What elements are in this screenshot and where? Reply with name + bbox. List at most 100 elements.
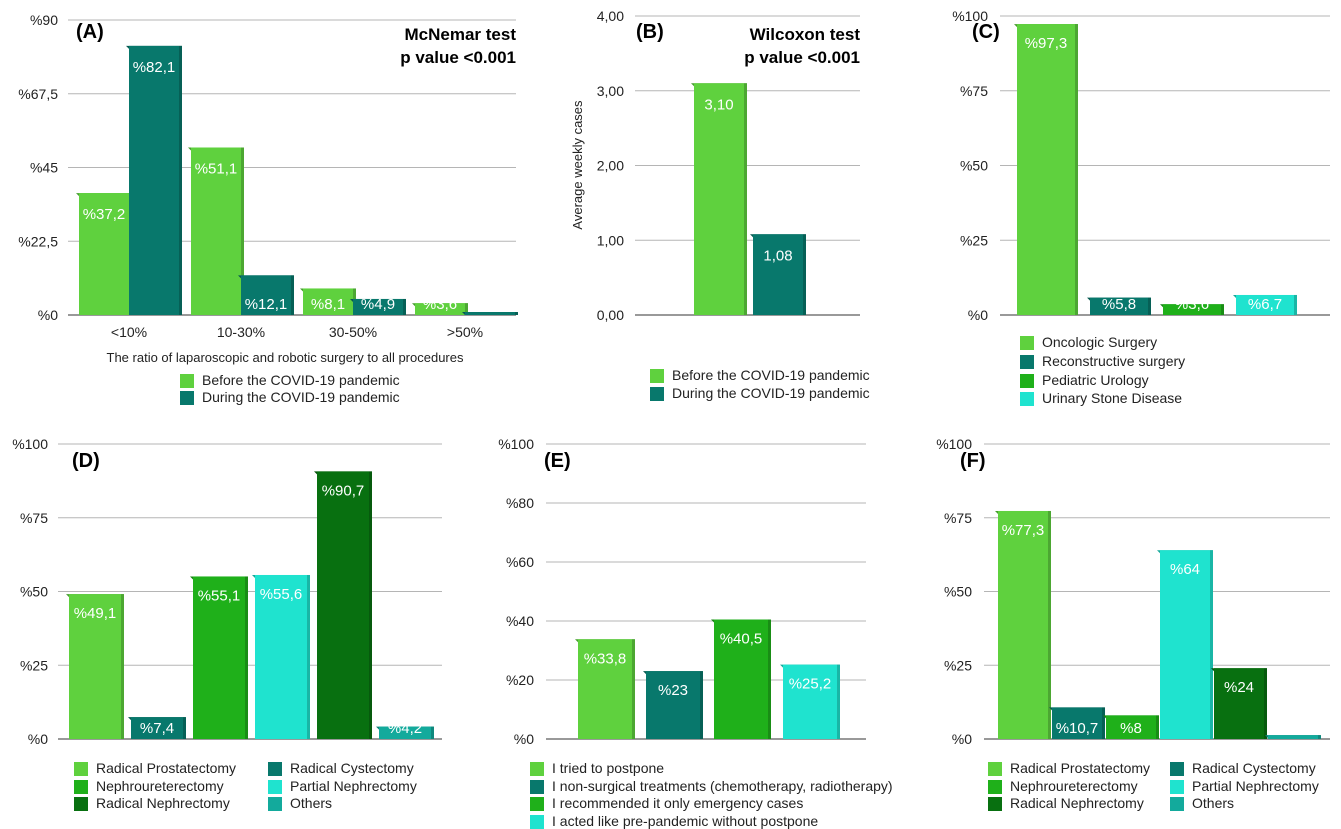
bar-C-3 <box>1236 294 1294 315</box>
legend-swatch-F-4 <box>988 797 1002 811</box>
legend-swatch-F-1 <box>1170 762 1184 776</box>
panel-C: %0 %25 %50 %75 %100(C) %97,3 %5,8 %3,6 %6,7 Oncol… <box>952 8 1330 406</box>
bar-C-0-side <box>1075 24 1078 316</box>
bar-E-1-side <box>700 671 703 739</box>
panel-D: %0 %25 %50 %75 %100 (D) %49,1 %7,4 %55,1 %55,6 %90… <box>12 436 442 811</box>
bar-E-3-side <box>837 664 840 739</box>
legend-swatch-E-0 <box>530 762 544 776</box>
bar-C-1 <box>1090 297 1148 315</box>
bar-D-3-label: %55,6 <box>260 586 303 603</box>
ytick-label-A-1: %22,5 <box>18 233 58 249</box>
ytick-label-C-0: %0 <box>968 307 988 323</box>
legend-swatch-E-1 <box>530 780 544 794</box>
bar-B-1-label: 1,08 <box>763 247 792 264</box>
legend-label-C-1: Reconstructive surgery <box>1042 353 1185 369</box>
stat-pvalue-B: p value <0.001 <box>744 48 860 67</box>
ytick-label-E-2: %40 <box>506 613 534 629</box>
bar-A-2-1-label: %4,9 <box>361 296 395 313</box>
bar-F-4 <box>1214 668 1264 739</box>
legend-label-C-2: Pediatric Urology <box>1042 372 1149 388</box>
ytick-label-D-2: %50 <box>20 584 48 600</box>
ytick-label-E-4: %80 <box>506 495 534 511</box>
bar-A-1-1 <box>241 275 291 315</box>
bar-D-4 <box>317 471 369 739</box>
bar-A-2-1 <box>353 298 403 315</box>
bar-F-1-label: %10,7 <box>1056 720 1099 737</box>
stat-test-A: McNemar test <box>405 25 517 44</box>
legend-label-E-0: I tried to postpone <box>552 760 664 776</box>
bar-E-3-label: %25,2 <box>789 676 832 693</box>
bar-E-3 <box>783 664 837 739</box>
ytick-label-D-1: %25 <box>20 657 48 673</box>
legend-swatch-D-3 <box>268 780 282 794</box>
legend-label-F-4: Radical Nephrectomy <box>1010 795 1144 811</box>
ytick-label-C-3: %75 <box>960 83 988 99</box>
legend-swatch-B-1 <box>650 387 664 401</box>
category-label-A-0: <10% <box>111 324 147 340</box>
bar-A-2-1-side <box>403 298 406 315</box>
bar-F-2-label: %8 <box>1120 720 1142 737</box>
bar-D-1 <box>131 717 183 739</box>
ytick-label-D-4: %100 <box>12 436 48 452</box>
panel-E: %0 %20 %40 %60 %80 %100 (E) %33,8 %23 %40,5 %25,2 I… <box>498 436 893 829</box>
ytick-label-F-2: %50 <box>944 584 972 600</box>
bar-A-3-1-label: %0,9 <box>473 296 507 313</box>
ytick-label-B-3: 3,00 <box>597 83 624 99</box>
legend-label-F-0: Radical Prostatectomy <box>1010 760 1150 776</box>
legend-swatch-F-2 <box>988 780 1002 794</box>
panel-label-D: (D) <box>72 450 100 472</box>
xaxis-title-A: The ratio of laparoscopic and robotic su… <box>107 350 464 365</box>
bar-B-1 <box>753 234 803 315</box>
legend-label-E-1: I non-surgical treatments (chemotherapy,… <box>552 778 893 794</box>
bar-B-0 <box>694 83 744 316</box>
legend-label-A-1: During the COVID-19 pandemic <box>202 389 400 405</box>
bar-F-2-side <box>1156 715 1159 739</box>
bar-D-2-side <box>245 576 248 739</box>
legend-swatch-A-0 <box>180 374 194 388</box>
ytick-label-E-5: %100 <box>498 436 534 452</box>
legend-label-D-4: Radical Nephrectomy <box>96 795 230 811</box>
bar-D-0 <box>69 594 121 739</box>
stat-test-B: Wilcoxon test <box>750 25 861 44</box>
bar-F-1-side <box>1102 707 1105 739</box>
legend-label-F-3: Partial Nephrectomy <box>1192 778 1319 794</box>
bar-F-3 <box>1160 550 1210 739</box>
legend-label-B-1: During the COVID-19 pandemic <box>672 385 870 401</box>
legend-swatch-E-2 <box>530 797 544 811</box>
legend-label-B-0: Before the COVID-19 pandemic <box>672 367 870 383</box>
bar-F-4-side <box>1264 668 1267 739</box>
bar-A-0-1 <box>129 45 179 316</box>
ytick-label-E-0: %0 <box>514 731 534 747</box>
legend-swatch-A-1 <box>180 391 194 405</box>
bar-D-0-side <box>121 594 124 739</box>
bar-F-0 <box>998 510 1048 739</box>
bar-F-3-side <box>1210 550 1213 739</box>
bar-A-3-0-label: %3,6 <box>423 296 457 313</box>
ytick-label-E-1: %20 <box>506 672 534 688</box>
ytick-label-A-3: %67,5 <box>18 86 58 102</box>
bar-C-0-label: %97,3 <box>1025 35 1068 52</box>
legend-label-F-5: Others <box>1192 795 1234 811</box>
bar-D-5-side <box>431 726 434 739</box>
legend-label-C-0: Oncologic Surgery <box>1042 334 1157 350</box>
bar-A-1-1-side <box>291 275 294 315</box>
bar-E-0-label: %33,8 <box>584 650 627 667</box>
legend-label-D-3: Partial Nephrectomy <box>290 778 417 794</box>
bar-D-1-label: %7,4 <box>140 720 174 737</box>
legend-label-D-1: Radical Cystectomy <box>290 760 414 776</box>
legend-swatch-C-1 <box>1020 355 1034 369</box>
ytick-label-A-4: %90 <box>30 12 58 28</box>
ytick-label-F-1: %25 <box>944 657 972 673</box>
bar-A-0-1-label: %82,1 <box>133 59 176 76</box>
ytick-label-B-0: 0,00 <box>597 307 624 323</box>
bar-D-1-side <box>183 717 186 739</box>
legend-label-D-0: Radical Prostatectomy <box>96 760 236 776</box>
legend-swatch-C-2 <box>1020 374 1034 388</box>
bar-C-1-side <box>1148 297 1151 315</box>
bar-A-3-1 <box>465 312 515 315</box>
panel-B: 0,00 1,00 2,00 3,00 4,00 (B) 3,10 1,08 Wilcoxon … <box>570 8 870 401</box>
bar-A-1-1-label: %12,1 <box>245 296 288 313</box>
bar-F-4-label: %24 <box>1224 679 1254 696</box>
bar-A-3-1-side <box>515 312 518 315</box>
bar-E-0 <box>578 639 632 739</box>
